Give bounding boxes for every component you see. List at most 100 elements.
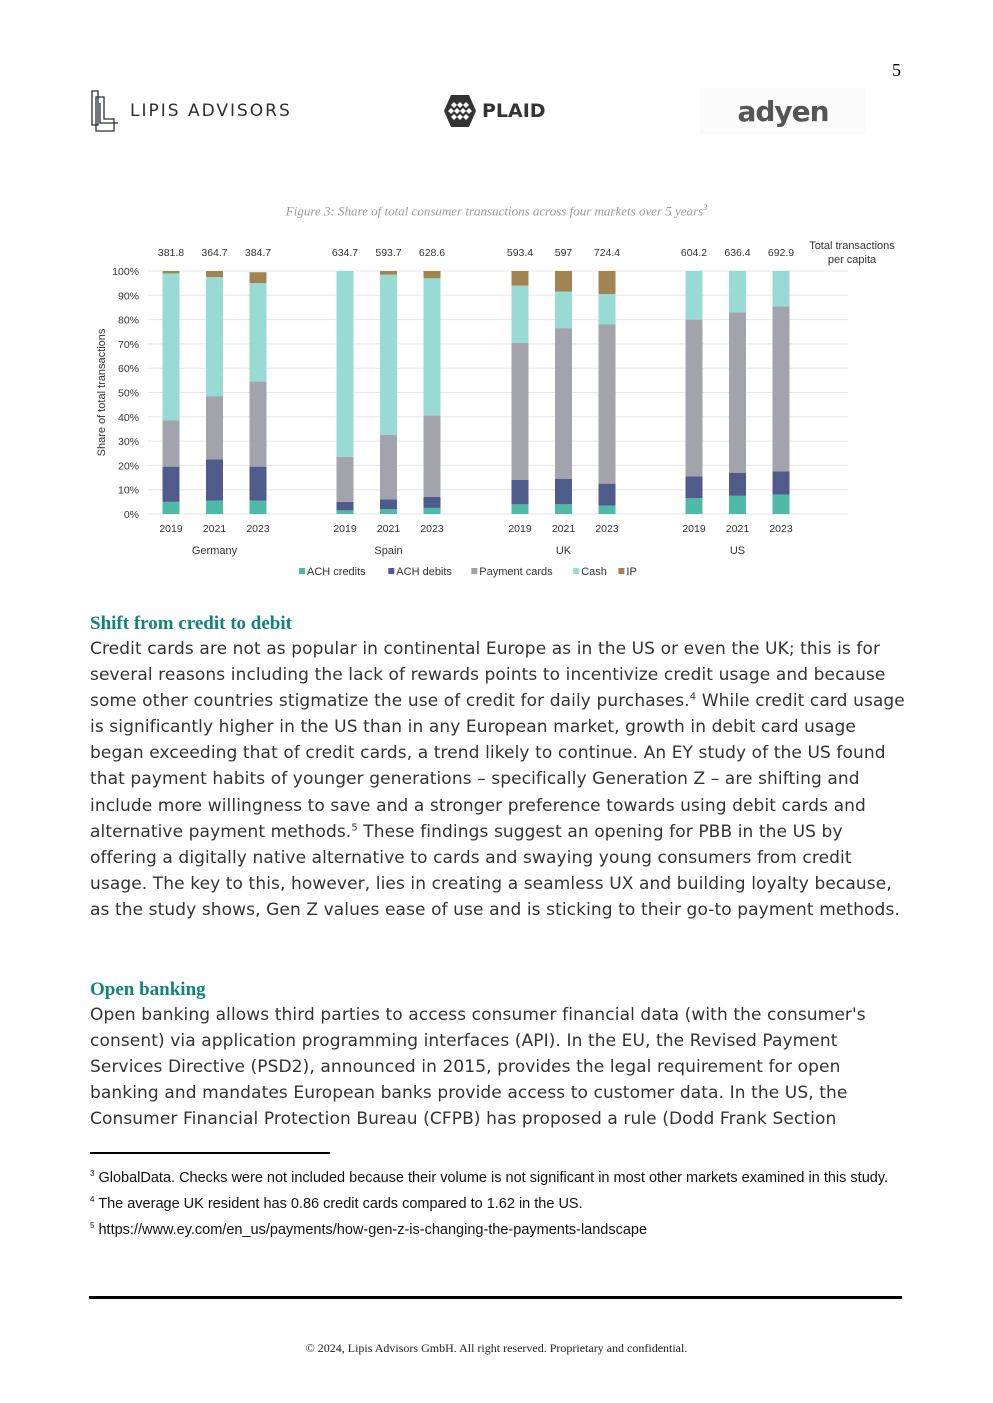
bar-segment-ach-credits <box>206 500 223 514</box>
y-tick-label: 30% <box>118 436 139 448</box>
y-tick-label: 70% <box>118 339 139 351</box>
lipis-advisors-logo: LIPIS ADVISORS <box>90 88 292 134</box>
legend-label: Cash <box>581 566 607 578</box>
footnote-ref: 3 <box>703 203 708 212</box>
bar-segment-ach-debits <box>162 466 180 502</box>
total-label: 636.4 <box>724 247 750 259</box>
bar-segment-cash <box>555 291 572 329</box>
group-label: Germany <box>192 545 238 557</box>
bar-segment-ip <box>598 271 616 295</box>
totals-label: per capita <box>828 254 877 266</box>
bar-segment-ip <box>162 271 180 274</box>
bar-segment-ip <box>511 271 529 286</box>
y-tick-label: 90% <box>118 290 139 302</box>
bar-segment-payment-cards <box>380 435 397 500</box>
y-tick-label: 80% <box>118 315 139 327</box>
bar-segment-ach-debits <box>729 472 746 496</box>
bar-segment-cash <box>336 271 354 457</box>
adyen-logo: adyen <box>700 88 866 134</box>
bar-segment-payment-cards <box>511 342 529 480</box>
bar-segment-ach-credits <box>555 504 572 514</box>
bar-segment-payment-cards <box>249 381 267 467</box>
bar-segment-ach-credits <box>423 507 441 514</box>
legend-swatch <box>471 568 478 574</box>
legend-label: ACH credits <box>307 566 366 578</box>
bar-segment-ach-credits <box>598 505 616 514</box>
x-tick-label: 2023 <box>769 523 793 535</box>
bar-segment-ach-credits <box>772 494 790 514</box>
legend-swatch <box>573 568 580 574</box>
plaid-logo: PLAID <box>442 88 546 134</box>
legend-swatch <box>618 568 625 574</box>
y-tick-label: 10% <box>118 485 139 497</box>
footer-divider <box>89 1296 902 1299</box>
footnote: 5 https://www.ey.com/en_us/payments/how-… <box>90 1220 648 1238</box>
bar-segment-cash <box>511 285 529 343</box>
figure-caption: Figure 3: Share of total consumer transa… <box>285 203 708 219</box>
total-label: 593.4 <box>507 247 533 259</box>
bar-segment-payment-cards <box>729 312 746 473</box>
y-tick-label: 50% <box>118 388 139 400</box>
bar-segment-payment-cards <box>336 456 354 502</box>
y-axis-label: Share of total transactions <box>96 328 108 456</box>
total-label: 364.7 <box>201 247 227 259</box>
bar-segment-ip <box>555 271 572 292</box>
total-label: 604.2 <box>681 247 707 259</box>
y-tick-label: 40% <box>118 412 139 424</box>
x-tick-label: 2019 <box>159 523 183 535</box>
bar-segment-ach-debits <box>555 478 572 505</box>
bar-segment-ach-debits <box>380 499 397 510</box>
bar-segment-cash <box>685 271 703 320</box>
y-tick-label: 20% <box>118 460 139 472</box>
x-tick-label: 2023 <box>246 523 270 535</box>
section-heading-credit-to-debit: Shift from credit to debit <box>90 613 292 634</box>
lipis-building-icon <box>91 90 118 132</box>
copyright-notice: © 2024, Lipis Advisors GmbH. All right r… <box>305 1341 688 1355</box>
bar-segment-payment-cards <box>598 324 616 484</box>
bar-segment-cash <box>380 274 397 436</box>
x-tick-label: 2021 <box>726 523 750 535</box>
y-tick-label: 60% <box>118 363 139 375</box>
footnotes: 3 GlobalData. Checks were not included b… <box>90 1163 890 1240</box>
bar-segment-cash <box>249 283 267 382</box>
legend-label: Payment cards <box>479 566 553 578</box>
bar-segment-ach-credits <box>685 498 703 514</box>
bar-segment-ach-debits <box>598 483 616 506</box>
x-tick-label: 2021 <box>377 523 401 535</box>
bar-segment-cash <box>162 273 180 421</box>
section-heading-open-banking: Open banking <box>90 979 206 1000</box>
group-label: US <box>730 545 745 557</box>
bar-segment-ach-debits <box>685 476 703 499</box>
legend-label: IP <box>626 566 636 578</box>
bar-segment-cash <box>729 271 746 313</box>
bar-segment-ach-debits <box>423 496 441 508</box>
bar-segment-ach-credits <box>511 504 529 514</box>
group-label: Spain <box>374 545 402 557</box>
footnote: 3 GlobalData. Checks were not included b… <box>90 1169 889 1186</box>
total-label: 692.9 <box>768 247 794 259</box>
legend-swatch <box>388 568 395 574</box>
stacked-bar-chart: 0% 10% 20% 30% 40% 50% 60% 70% 80% 90% 100% Share o… <box>96 240 895 578</box>
bar-segment-ach-credits <box>336 510 354 514</box>
x-tick-label: 2019 <box>508 523 532 535</box>
bar-segment-cash <box>598 294 616 325</box>
bar-segment-ach-debits <box>336 501 354 511</box>
footnote-link[interactable]: https://www.ey.com/en_us/payments/how-ge… <box>94 1221 648 1238</box>
bar-segment-cash <box>206 277 223 397</box>
totals-label: Total transactions <box>809 240 895 252</box>
bar-segment-payment-cards <box>423 415 441 497</box>
x-tick-label: 2023 <box>595 523 619 535</box>
bar-segment-ip <box>423 271 441 279</box>
total-label: 634.7 <box>332 247 358 259</box>
total-label: 597 <box>555 247 573 259</box>
bar-segment-payment-cards <box>685 319 703 477</box>
bar-segment-ach-debits <box>206 459 223 501</box>
legend-swatch <box>299 568 305 574</box>
page-number: 5 <box>892 60 901 80</box>
bar-segment-payment-cards <box>162 420 180 467</box>
bar-segment-ach-credits <box>380 509 397 514</box>
bar-segment-payment-cards <box>555 328 572 479</box>
legend-label: ACH debits <box>396 566 452 578</box>
bar-segment-ach-debits <box>249 466 267 501</box>
total-label: 384.7 <box>245 247 271 259</box>
